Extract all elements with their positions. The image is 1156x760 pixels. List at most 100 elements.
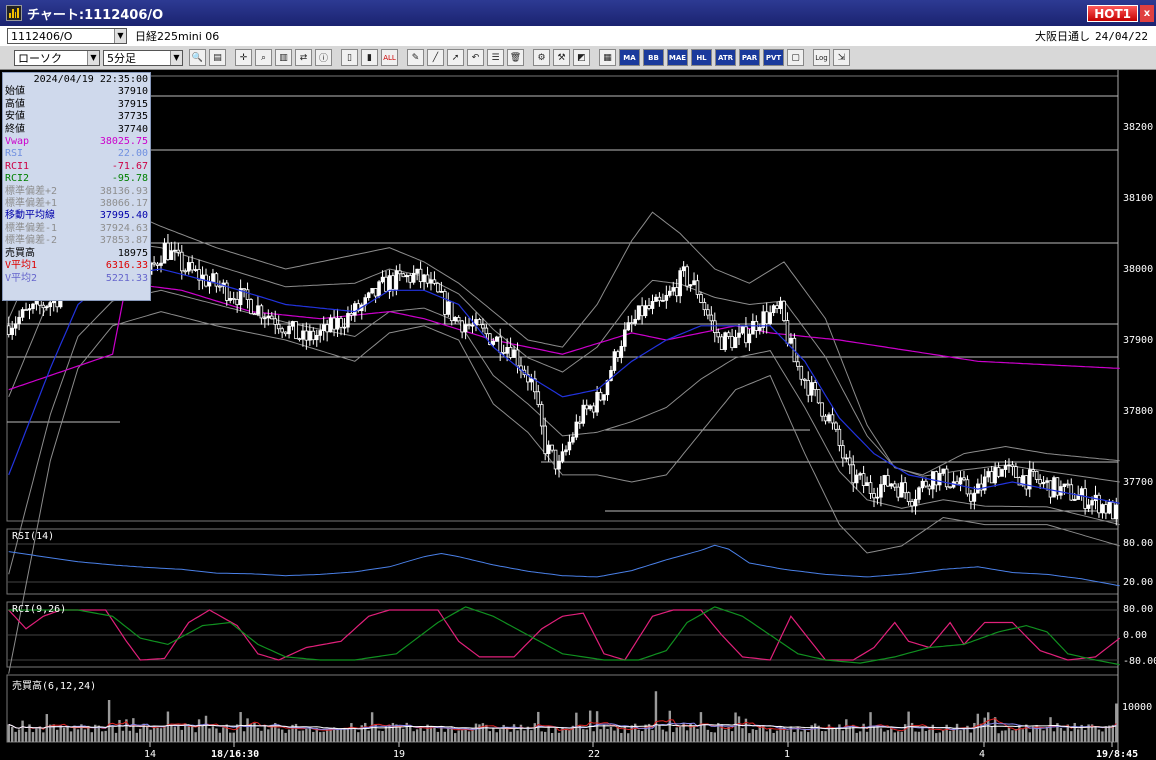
chevron-down-icon[interactable]: ▼ xyxy=(170,50,182,65)
chart-type-select[interactable]: ローソク ▼ xyxy=(14,49,100,66)
grid-icon[interactable]: ▦ xyxy=(599,49,616,66)
candle-up xyxy=(761,311,766,328)
hot-button[interactable]: HOT1 xyxy=(1087,5,1138,22)
info-row: RCI2 -95.78 xyxy=(3,173,150,185)
volume-bar xyxy=(523,730,526,742)
candle-down xyxy=(730,336,734,349)
bb-lower1-line xyxy=(8,289,1120,575)
atr-button[interactable]: ATR xyxy=(715,49,736,66)
chevron-down-icon[interactable]: ▼ xyxy=(87,50,99,65)
candle-down xyxy=(764,311,769,325)
volume-bar xyxy=(450,727,453,742)
color-icon[interactable]: ◩ xyxy=(573,49,590,66)
candle-down-icon[interactable]: ▮ xyxy=(361,49,378,66)
close-button[interactable]: x xyxy=(1140,5,1154,22)
candle-up xyxy=(889,483,894,487)
zoom-icon[interactable]: 🔍 xyxy=(189,49,206,66)
volume-bar xyxy=(415,729,419,742)
volume-bar xyxy=(208,728,211,742)
volume-bar xyxy=(104,730,107,742)
export-icon[interactable]: ⇲ xyxy=(833,49,850,66)
volume-bar xyxy=(942,730,945,742)
volume-bar xyxy=(1014,729,1018,742)
list-icon[interactable]: ☰ xyxy=(487,49,504,66)
volume-bar xyxy=(547,725,550,742)
volume-bar xyxy=(665,731,668,742)
volume-bar xyxy=(343,728,346,742)
candle-up xyxy=(986,471,990,478)
candle-up xyxy=(768,312,772,325)
chevron-down-icon[interactable]: ▼ xyxy=(114,29,126,43)
info-label: 標準偏差-2 xyxy=(5,235,58,247)
candle-down xyxy=(886,475,890,487)
candle-up-icon[interactable]: ▯ xyxy=(341,49,358,66)
candle-up xyxy=(751,320,755,335)
rci-tick: -80.00 xyxy=(1123,656,1156,667)
candle-down xyxy=(726,332,731,337)
volume-bar xyxy=(862,723,865,742)
candle-up xyxy=(353,303,357,316)
price-tick: 37800 xyxy=(1123,406,1154,417)
info-icon[interactable]: ⓘ xyxy=(315,49,332,66)
candle-up xyxy=(581,404,586,424)
info-label: 高値 xyxy=(5,98,25,110)
tool-icon[interactable]: ⚒ xyxy=(553,49,570,66)
cursor-icon[interactable]: ➚ xyxy=(447,49,464,66)
volume-bar xyxy=(436,731,440,742)
candle-up xyxy=(512,349,516,358)
volume-bar xyxy=(24,731,28,742)
mae-button[interactable]: MAE xyxy=(667,49,688,66)
candle-down xyxy=(152,262,156,265)
info-value: 37915 xyxy=(117,98,148,110)
volume-bar xyxy=(762,725,765,742)
candle-up xyxy=(668,290,672,296)
log-button[interactable]: Log xyxy=(813,49,830,66)
candle-up xyxy=(972,492,977,502)
ma-button[interactable]: MA xyxy=(619,49,640,66)
rsi-tick: 20.00 xyxy=(1123,577,1154,588)
candle-down xyxy=(948,486,952,489)
arrows-icon[interactable]: ⇄ xyxy=(295,49,312,66)
undo-icon[interactable]: ↶ xyxy=(467,49,484,66)
volume-bar xyxy=(267,729,270,742)
all-icon[interactable]: ALL xyxy=(381,49,398,66)
info-row: 終値 37740 xyxy=(3,124,150,136)
bb-button[interactable]: BB xyxy=(643,49,664,66)
candle-down xyxy=(868,482,873,494)
bar-chart-icon[interactable]: ▥ xyxy=(275,49,292,66)
volume-bar xyxy=(422,730,426,742)
line-tool-icon[interactable]: ╱ xyxy=(427,49,444,66)
candle-down xyxy=(539,404,544,427)
info-row: 高値 37915 xyxy=(3,99,150,111)
volume-bar xyxy=(841,730,845,742)
search-chart-icon[interactable]: ⌕ xyxy=(255,49,272,66)
volume-bar xyxy=(49,724,52,742)
volume-bar xyxy=(703,723,706,742)
chart-area[interactable] xyxy=(0,70,1156,760)
symbol-select[interactable]: 1112406/O ▼ xyxy=(7,28,127,44)
par-button[interactable]: PAR xyxy=(739,49,760,66)
pvt-button[interactable]: PVT xyxy=(763,49,784,66)
crosshair-icon[interactable]: ✛ xyxy=(235,49,252,66)
volume-bar xyxy=(215,728,218,742)
candle-down xyxy=(1024,475,1029,490)
settings-icon[interactable]: ⚙ xyxy=(533,49,550,66)
layout-icon[interactable]: ▤ xyxy=(209,49,226,66)
info-label: RSI xyxy=(5,148,24,160)
volume-bar xyxy=(28,724,31,742)
trash-icon[interactable]: 🗑 xyxy=(507,49,524,66)
interval-select[interactable]: 5分足 ▼ xyxy=(103,49,183,66)
volume-bar xyxy=(561,727,564,742)
info-label: 移動平均線 xyxy=(5,210,55,222)
pen-icon[interactable]: ✎ xyxy=(407,49,424,66)
volume-bar xyxy=(90,732,94,742)
volume-bar xyxy=(661,729,665,742)
hl-button[interactable]: HL xyxy=(691,49,712,66)
frame-icon[interactable]: ▢ xyxy=(787,49,804,66)
volume-bar xyxy=(325,729,329,742)
volume-bar xyxy=(1076,729,1080,742)
volume-bar xyxy=(419,726,422,742)
candle-down xyxy=(242,288,246,291)
volume-bar xyxy=(966,725,969,742)
candle-up xyxy=(650,301,655,309)
